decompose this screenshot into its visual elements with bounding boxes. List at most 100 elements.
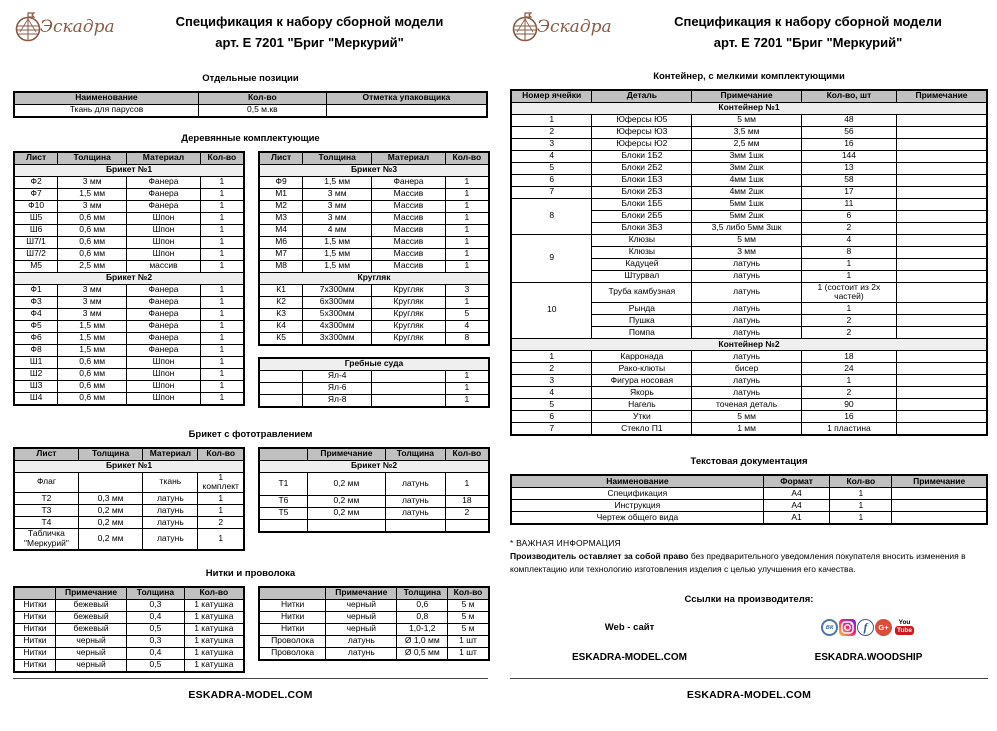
table-row: 3 Фигура носовая латунь 1	[510, 374, 988, 388]
table-cell: Ш3	[13, 379, 59, 393]
table-cell	[306, 518, 386, 533]
web-site-url[interactable]: ESKADRA-MODEL.COM	[572, 651, 687, 663]
table-cell: 6	[510, 410, 593, 424]
table-row: Нитки черный 0,3 1 катушка	[13, 634, 245, 648]
table-cell: Фанера	[126, 187, 201, 201]
table-cell	[896, 113, 988, 127]
table-cell: Т1	[258, 471, 308, 496]
table-row: Ял-4 1	[258, 369, 490, 383]
table-cell: массив	[126, 259, 201, 273]
table-cell: Нитки	[13, 598, 56, 612]
table-cell: Юферсы Ю3	[591, 125, 693, 139]
table-cell: М3	[258, 211, 304, 225]
table-cell: Нитки	[13, 634, 56, 648]
table-cell: 1	[800, 374, 898, 388]
table-cell: Чертеж общего вида	[510, 511, 764, 525]
table-cell: 1 комплект	[197, 471, 245, 494]
table-cell: Ф10	[13, 199, 59, 213]
section-label: Кругляк	[258, 271, 490, 285]
table-cell: 5	[444, 307, 490, 321]
page-right: Эскадра Спецификация к набору сборной мо…	[497, 0, 997, 731]
youtube-tube-text: Tube	[894, 626, 915, 636]
table-cell: Фанера	[126, 331, 201, 345]
table-cell: Фанера	[126, 199, 201, 213]
table-cell: бисер	[691, 362, 802, 376]
table-cell: Т2	[13, 492, 79, 506]
table-header-row: Примечание Толщина Кол-во	[258, 586, 490, 600]
threads-table-1: Примечание Толщина Кол-во Нитки бежевый 0,3 1 …	[13, 585, 245, 673]
table-cell	[896, 422, 988, 436]
table-row: Нитки черный 0,5 1 катушка	[13, 658, 245, 673]
table-header-row: Лист Толщина Материал Кол-во	[13, 447, 245, 461]
table-cell: латунь	[142, 516, 199, 530]
table-cell: Спецификация	[510, 487, 764, 501]
table-row: Блоки 2Б5 5мм 2шк 6	[511, 209, 988, 223]
threads-tables-pair: Примечание Толщина Кол-во Нитки бежевый 0,3 1 …	[13, 585, 490, 673]
table-row: 4 Блоки 1Б2 3мм 1шк 144	[510, 149, 988, 163]
table-cell: 1	[199, 175, 245, 189]
social-account-name[interactable]: ESKADRA.WOODSHIP	[814, 651, 923, 663]
table-row: Т5 0,2 мм латунь 2	[258, 506, 490, 520]
footer-site-link[interactable]: ESKADRA-MODEL.COM	[686, 689, 812, 701]
table-cell: Блоки 3Б3	[591, 221, 693, 235]
heading-threads-wire: Нитки и проволока	[205, 567, 296, 579]
heading-wood-parts: Деревянные комплектующие	[181, 132, 320, 144]
table-row: 9 Клюзы 5 мм 4	[510, 233, 988, 283]
table-cell: 3 мм	[302, 211, 373, 225]
table-cell	[325, 103, 488, 118]
table-cell: Кадуцей	[591, 257, 693, 271]
table-cell: 1	[199, 211, 245, 225]
table-cell	[896, 125, 988, 139]
table-cell: 1	[444, 381, 490, 395]
table-cell: Фанера	[126, 307, 201, 321]
footer-site-link[interactable]: ESKADRA-MODEL.COM	[188, 689, 313, 701]
facebook-icon[interactable]: f	[857, 619, 874, 637]
container-table: Номер ячейки Деталь Примечание Кол-во, шт Пр…	[510, 88, 988, 437]
table-cell: Нитки	[13, 622, 56, 636]
table-cell: 1	[444, 369, 490, 383]
google-plus-icon[interactable]: G+	[875, 619, 892, 637]
table-cell: 4 мм	[302, 223, 373, 237]
vk-icon[interactable]: вк	[821, 619, 838, 637]
table-row: 10 Труба камбузная латунь 1 (состоит из 2х …	[510, 281, 988, 340]
table-cell: 3	[510, 374, 593, 388]
table-cell: 1,5 мм	[57, 343, 128, 357]
table-cell: Ø 1,0 мм	[396, 634, 449, 648]
table-cell: 1,5 мм	[302, 175, 373, 189]
table-cell: бежевый	[54, 610, 128, 624]
table-row: 2 Юферсы Ю3 3,5 мм 56	[510, 125, 988, 139]
table-cell: Фанера	[126, 295, 201, 309]
important-info-text: Производитель оставляет за собой право б…	[510, 550, 988, 576]
table-cell: Якорь	[591, 386, 693, 400]
table-cell: 1,5 мм	[57, 331, 128, 345]
table-cell: Инструкция	[510, 499, 764, 513]
table-cell: А4	[762, 487, 831, 501]
table-cell: Кругляк	[371, 331, 446, 346]
column-header: Кол-во	[444, 447, 490, 461]
table-row: 4 Якорь латунь 2	[510, 386, 988, 400]
page-right-content: Эскадра Спецификация к набору сборной мо…	[497, 0, 997, 723]
table-cell: 2	[800, 326, 898, 340]
table-cell: 0,6	[396, 598, 449, 612]
wood-table-1: Лист Толщина Материал Кол-во Брикет №1 Ф2 3 мм…	[13, 150, 245, 406]
column-header: Материал	[142, 447, 199, 461]
table-cell: 0,6 мм	[57, 223, 128, 237]
instagram-icon[interactable]	[839, 619, 856, 637]
column-header: Кол-во	[197, 447, 245, 461]
youtube-icon[interactable]: You Tube	[893, 619, 916, 636]
table-cell: Ф8	[13, 343, 59, 357]
table-row: М7 1,5 мм Массив 1	[258, 247, 490, 261]
table-cell: Ф5	[13, 319, 59, 333]
table-row: Флаг ткань 1 комплект	[13, 471, 245, 494]
table-cell: Ш4	[13, 391, 59, 406]
table-cell: А1	[762, 511, 831, 525]
links-grid: Web - сайт ESKADRA-MODEL.COM вк	[510, 618, 988, 663]
table-cell: 0,2 мм	[306, 494, 386, 508]
table-cell: Ял-6	[302, 381, 373, 395]
table-cell: Т5	[258, 506, 308, 520]
table-cell: Шпон	[126, 379, 201, 393]
important-info-rest: без предварительного уведомления покупат…	[510, 551, 966, 575]
table-cell: 0,6 мм	[57, 367, 128, 381]
table-cell: латунь	[691, 302, 802, 316]
eskadra-logo: Эскадра	[13, 8, 131, 43]
